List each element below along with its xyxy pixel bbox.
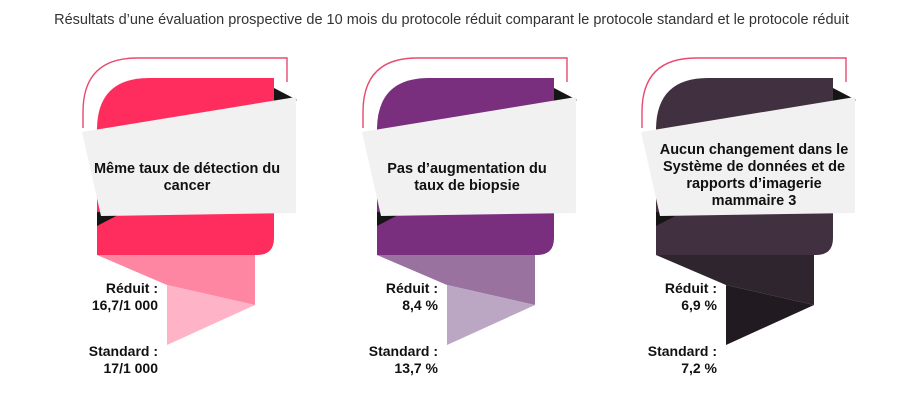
banner-heading: Pas d’augmentation du taux de biopsie (387, 161, 547, 194)
standard-stat: Standard : 7,2 % (619, 343, 717, 377)
standard-value: 17/1 000 (103, 360, 159, 376)
reduced-stat: Réduit : 8,4 % (340, 280, 438, 314)
reduced-label: Réduit : (385, 280, 438, 296)
panel-graphic (641, 57, 856, 345)
panel-graphic (82, 57, 297, 345)
ribbon-low (726, 285, 814, 345)
page-title: Résultats d’une évaluation prospective d… (54, 12, 849, 28)
standard-label: Standard : (88, 343, 158, 359)
reduced-stat: Réduit : 16,7/1 000 (40, 280, 158, 314)
panel-graphic (362, 57, 577, 345)
ribbon-mid (377, 255, 535, 305)
standard-value: 13,7 % (394, 360, 438, 376)
ribbon-low (447, 285, 535, 345)
reduced-value: 16,7/1 000 (91, 297, 158, 313)
infographic-panel-1: Même taux de détection du cancer Réduit … (0, 0, 300, 408)
card-outline (641, 57, 847, 128)
infographic-panel-3: Aucun changement dans le Système de donn… (559, 0, 859, 408)
banner-shape (362, 97, 576, 216)
ribbon-mid (97, 255, 255, 305)
infographic-panel-2: Pas d’augmentation du taux de biopsie Ré… (280, 0, 580, 408)
banner-shape (82, 97, 296, 216)
card-outline (82, 57, 288, 128)
reduced-value: 6,9 % (681, 297, 717, 313)
banner-heading: Même taux de détection du cancer (93, 161, 281, 194)
banner-heading: Aucun changement dans le Système de donn… (659, 142, 849, 209)
standard-stat: Standard : 13,7 % (340, 343, 438, 377)
reduced-value: 8,4 % (402, 297, 438, 313)
ribbon-mid (656, 255, 814, 305)
standard-label: Standard : (647, 343, 717, 359)
standard-value: 7,2 % (681, 360, 717, 376)
card-outline (362, 57, 568, 128)
banner-shape (641, 97, 855, 216)
reduced-label: Réduit : (664, 280, 717, 296)
standard-label: Standard : (368, 343, 438, 359)
reduced-stat: Réduit : 6,9 % (619, 280, 717, 314)
reduced-label: Réduit : (105, 280, 158, 296)
ribbon-low (167, 285, 255, 345)
standard-stat: Standard : 17/1 000 (40, 343, 158, 377)
